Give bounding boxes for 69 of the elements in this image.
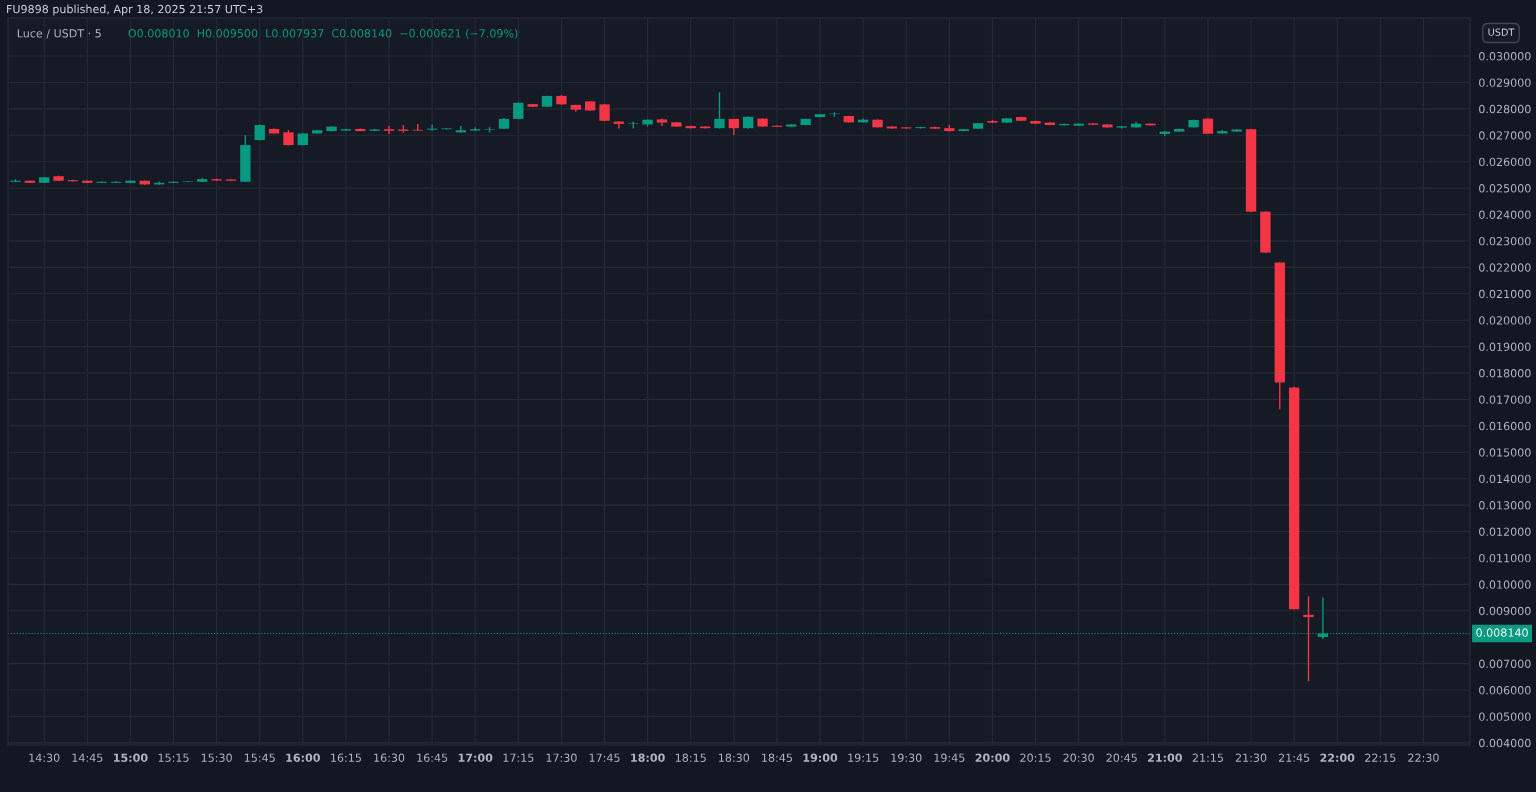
x-tick-label: 22:00: [1320, 753, 1355, 762]
x-tick-label: 19:30: [891, 753, 922, 762]
y-tick-label: 0.009000: [1479, 606, 1531, 616]
x-tick-label: 20:30: [1063, 753, 1094, 762]
y-tick-label: 0.022000: [1479, 263, 1531, 272]
x-tick-label: 14:30: [29, 753, 60, 762]
x-tick-label: 21:00: [1148, 753, 1182, 762]
x-tick-label: 14:45: [72, 753, 103, 762]
candlestick: [455, 125, 467, 134]
ref-line-label: 0.008140: [1476, 628, 1528, 637]
x-tick-label: 16:15: [331, 753, 361, 762]
x-tick-label: 16:45: [417, 753, 448, 762]
x-tick-label: 18:45: [762, 753, 792, 762]
x-tick-label: 22:15: [1365, 753, 1396, 762]
text: O0.008010 H0.009500 L0.007937 C0.008140 −0.000621 (−7.09%): [128, 28, 518, 39]
x-tick-label: 15:45: [244, 753, 275, 762]
y-tick-label: 0.030000: [1479, 52, 1531, 61]
y-tick-label: 0.023000: [1479, 236, 1531, 246]
x-tick-label: 22:30: [1408, 753, 1439, 762]
y-tick-label: 0.024000: [1479, 210, 1531, 219]
x-tick-label: 19:00: [803, 753, 838, 762]
y-tick-label: 0.018000: [1479, 369, 1531, 378]
y-tick-label: 0.012000: [1479, 527, 1531, 536]
x-tick-label: 17:15: [503, 753, 534, 762]
x-tick-label: 15:00: [113, 753, 148, 762]
y-tick-label: 0.020000: [1479, 316, 1531, 325]
x-tick-label: 20:00: [975, 753, 1010, 762]
candlestick: [714, 91, 725, 130]
x-tick-label: 17:45: [589, 753, 620, 762]
x-tick-label: 21:15: [1192, 753, 1223, 762]
x-tick-label: 21:45: [1278, 753, 1310, 762]
x-tick-label: 15:30: [201, 753, 232, 762]
y-tick-label: 0.026000: [1479, 157, 1531, 167]
y-tick-label: 0.027000: [1479, 131, 1531, 140]
y-tick-label: 0.015000: [1479, 448, 1531, 457]
x-tick-label: 18:15: [675, 753, 706, 762]
x-tick-label: 18:00: [631, 753, 665, 762]
y-tick-label: 0.025000: [1479, 184, 1531, 193]
text: FU9898 published, Apr 18, 2025 21:57 UTC+3: [7, 4, 263, 16]
y-tick-label: 0.013000: [1479, 501, 1531, 510]
candlestick: [426, 123, 438, 132]
y-tick-label: 0.017000: [1479, 395, 1531, 404]
y-tick-label: 0.007000: [1479, 659, 1531, 669]
y-tick-label: 0.014000: [1479, 474, 1531, 484]
x-tick-label: 20:45: [1106, 753, 1137, 762]
x-tick-label: 21:30: [1235, 753, 1267, 762]
x-tick-label: 16:00: [286, 753, 320, 762]
x-tick-label: 20:15: [1020, 753, 1051, 762]
text: USDT: [1488, 28, 1515, 36]
candlestick: [383, 125, 395, 135]
x-tick-label: 18:30: [719, 753, 750, 762]
x-tick-label: 19:15: [848, 753, 879, 762]
x-tick-label: 15:15: [158, 753, 189, 762]
y-tick-label: 0.016000: [1479, 421, 1531, 431]
y-tick-label: 0.029000: [1479, 78, 1531, 87]
text: Luce / USDT · 5: [17, 29, 101, 39]
y-tick-label: 0.019000: [1479, 342, 1531, 352]
y-tick-label: 0.021000: [1479, 289, 1531, 299]
candlestick: [1303, 595, 1314, 682]
x-tick-label: 16:30: [374, 753, 405, 762]
x-tick-label: 17:00: [458, 753, 493, 762]
y-tick-label: 0.004000: [1479, 738, 1531, 748]
x-tick-label: 19:45: [934, 753, 965, 762]
x-tick-label: 17:30: [546, 753, 577, 762]
y-tick-label: 0.028000: [1479, 104, 1531, 114]
y-tick-label: 0.011000: [1479, 553, 1531, 563]
y-tick-label: 0.005000: [1479, 712, 1531, 721]
y-tick-label: 0.006000: [1479, 686, 1531, 695]
y-tick-label: 0.010000: [1479, 580, 1531, 589]
